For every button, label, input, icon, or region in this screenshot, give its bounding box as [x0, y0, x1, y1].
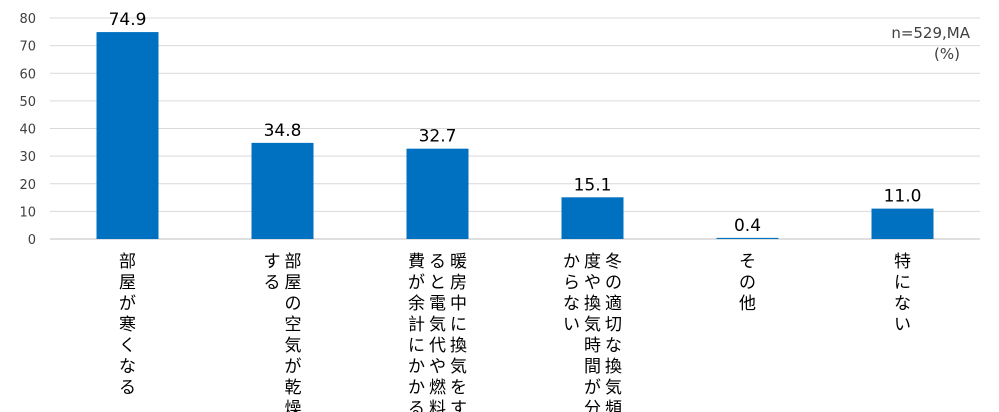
- category-label-line: 冬の適切な換気頻: [605, 252, 622, 412]
- y-tick-label: 10: [19, 205, 36, 220]
- value-label: 0.4: [734, 216, 761, 236]
- bar: [561, 197, 624, 239]
- category-label: その他: [739, 252, 756, 314]
- category-label-line: 特にない: [894, 252, 911, 335]
- value-label: 34.8: [264, 121, 302, 141]
- category-label-line: からない: [563, 252, 580, 335]
- y-tick-label: 40: [19, 123, 36, 138]
- y-axis-ticks: 0 10 20 30 40 50 60 70 80: [19, 12, 36, 248]
- category-label: 部屋が寒くなる: [119, 252, 136, 398]
- bar: [716, 237, 779, 239]
- value-label: 74.9: [109, 10, 147, 30]
- unit-note: (%): [934, 45, 960, 63]
- bars: [96, 32, 934, 240]
- y-tick-label: 80: [19, 12, 36, 27]
- y-tick-label: 0: [28, 233, 36, 248]
- category-label-line: する: [264, 252, 281, 293]
- value-label: 11.0: [884, 187, 922, 207]
- bar: [871, 208, 934, 239]
- bar: [406, 148, 469, 239]
- category-label-line: 度や換気時間が分: [584, 252, 601, 412]
- bar: [96, 32, 159, 240]
- y-tick-label: 30: [19, 150, 36, 165]
- category-label-line: その他: [739, 252, 756, 314]
- value-label: 15.1: [574, 175, 612, 195]
- gridlines: [50, 17, 980, 240]
- y-tick-label: 20: [19, 178, 36, 193]
- category-label-line: 部屋の空気が乾燥: [285, 252, 302, 412]
- category-label-line: 部屋が寒くなる: [119, 252, 136, 398]
- y-tick-label: 60: [19, 67, 36, 82]
- category-label: 特にない: [894, 252, 911, 335]
- value-label: 32.7: [419, 127, 457, 147]
- category-label-line: 費が余計にかかる: [408, 252, 425, 412]
- category-label-line: 暖房中に換気をす: [450, 252, 467, 412]
- category-label-line: ると電気代や燃料: [429, 252, 446, 412]
- bar: [251, 142, 314, 239]
- sample-size-note: n=529,MA: [891, 24, 970, 42]
- y-tick-label: 50: [19, 95, 36, 110]
- value-labels: 74.9 34.8 32.7 15.1 0.4 11.0: [109, 10, 922, 236]
- y-tick-label: 70: [19, 40, 36, 55]
